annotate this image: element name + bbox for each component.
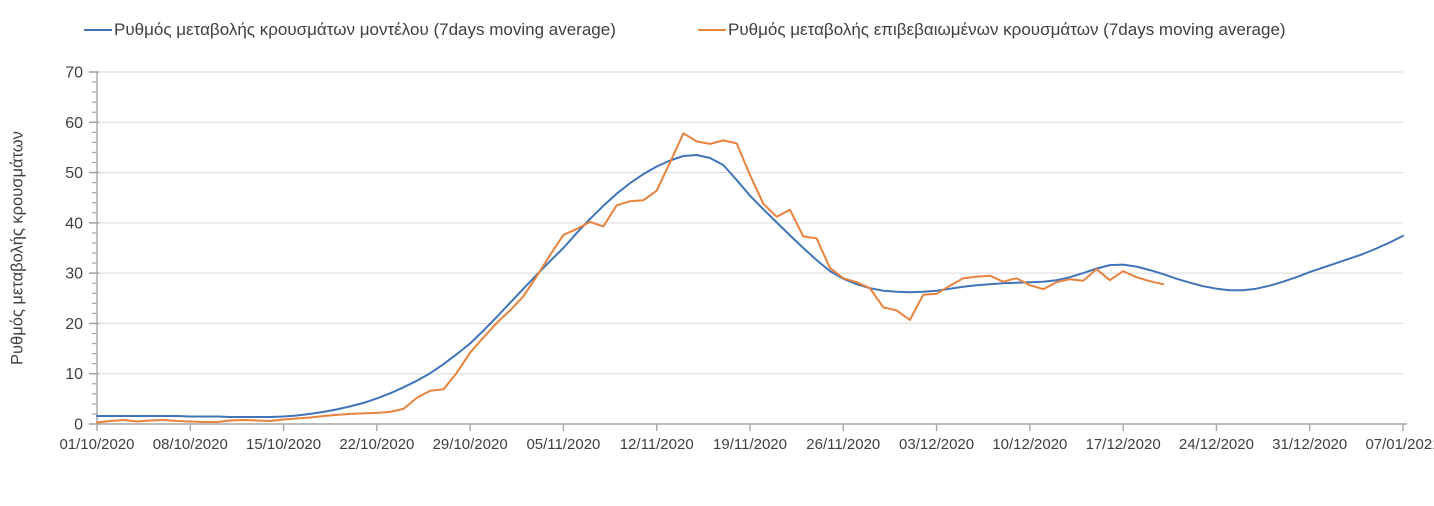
series-line-confirmed — [96, 132, 1165, 424]
y-tick-label-20: 20 — [65, 316, 83, 333]
y-tick-label-0: 0 — [74, 417, 83, 434]
legend-item-confirmed[interactable]: Ρυθμός μεταβολής επιβεβαιωμένων κρουσμάτ… — [698, 21, 1286, 39]
y-tick-label-60: 60 — [65, 115, 83, 132]
legend-label-confirmed: Ρυθμός μεταβολής επιβεβαιωμένων κρουσμάτ… — [728, 20, 1286, 39]
x-tick-label-22/10/2020: 22/10/2020 — [339, 436, 414, 453]
x-tick-label-29/10/2020: 29/10/2020 — [433, 436, 508, 453]
legend-line-marker-confirmed — [698, 29, 726, 31]
y-tick-label-10: 10 — [65, 366, 83, 383]
y-tick-label-40: 40 — [65, 215, 83, 232]
x-tick-label-03/12/2020: 03/12/2020 — [899, 436, 974, 453]
x-tick-label-12/11/2020: 12/11/2020 — [620, 436, 694, 453]
x-tick-label-01/10/2020: 01/10/2020 — [59, 436, 134, 453]
x-tick-label-05/11/2020: 05/11/2020 — [526, 436, 600, 453]
y-tick-label-70: 70 — [65, 65, 83, 82]
x-tick-label-19/11/2020: 19/11/2020 — [713, 436, 787, 453]
x-tick-label-24/12/2020: 24/12/2020 — [1179, 436, 1254, 453]
x-tick-label-26/11/2020: 26/11/2020 — [806, 436, 880, 453]
x-tick-label-15/10/2020: 15/10/2020 — [246, 436, 321, 453]
y-tick-label-50: 50 — [65, 165, 83, 182]
x-tick-label-08/10/2020: 08/10/2020 — [153, 436, 228, 453]
y-tick-label-30: 30 — [65, 266, 83, 283]
x-tick-label-31/12/2020: 31/12/2020 — [1272, 436, 1347, 453]
legend-item-model[interactable]: Ρυθμός μεταβολής κρουσμάτων μοντέλου (7d… — [84, 21, 616, 39]
x-tick-label-07/01/2021: 07/01/2021 — [1365, 436, 1434, 453]
x-tick-label-10/12/2020: 10/12/2020 — [992, 436, 1067, 453]
x-tick-label-17/12/2020: 17/12/2020 — [1086, 436, 1161, 453]
legend-label-model: Ρυθμός μεταβολής κρουσμάτων μοντέλου (7d… — [114, 20, 616, 39]
legend-line-marker-model — [84, 29, 112, 31]
series-line-model — [96, 154, 1404, 418]
